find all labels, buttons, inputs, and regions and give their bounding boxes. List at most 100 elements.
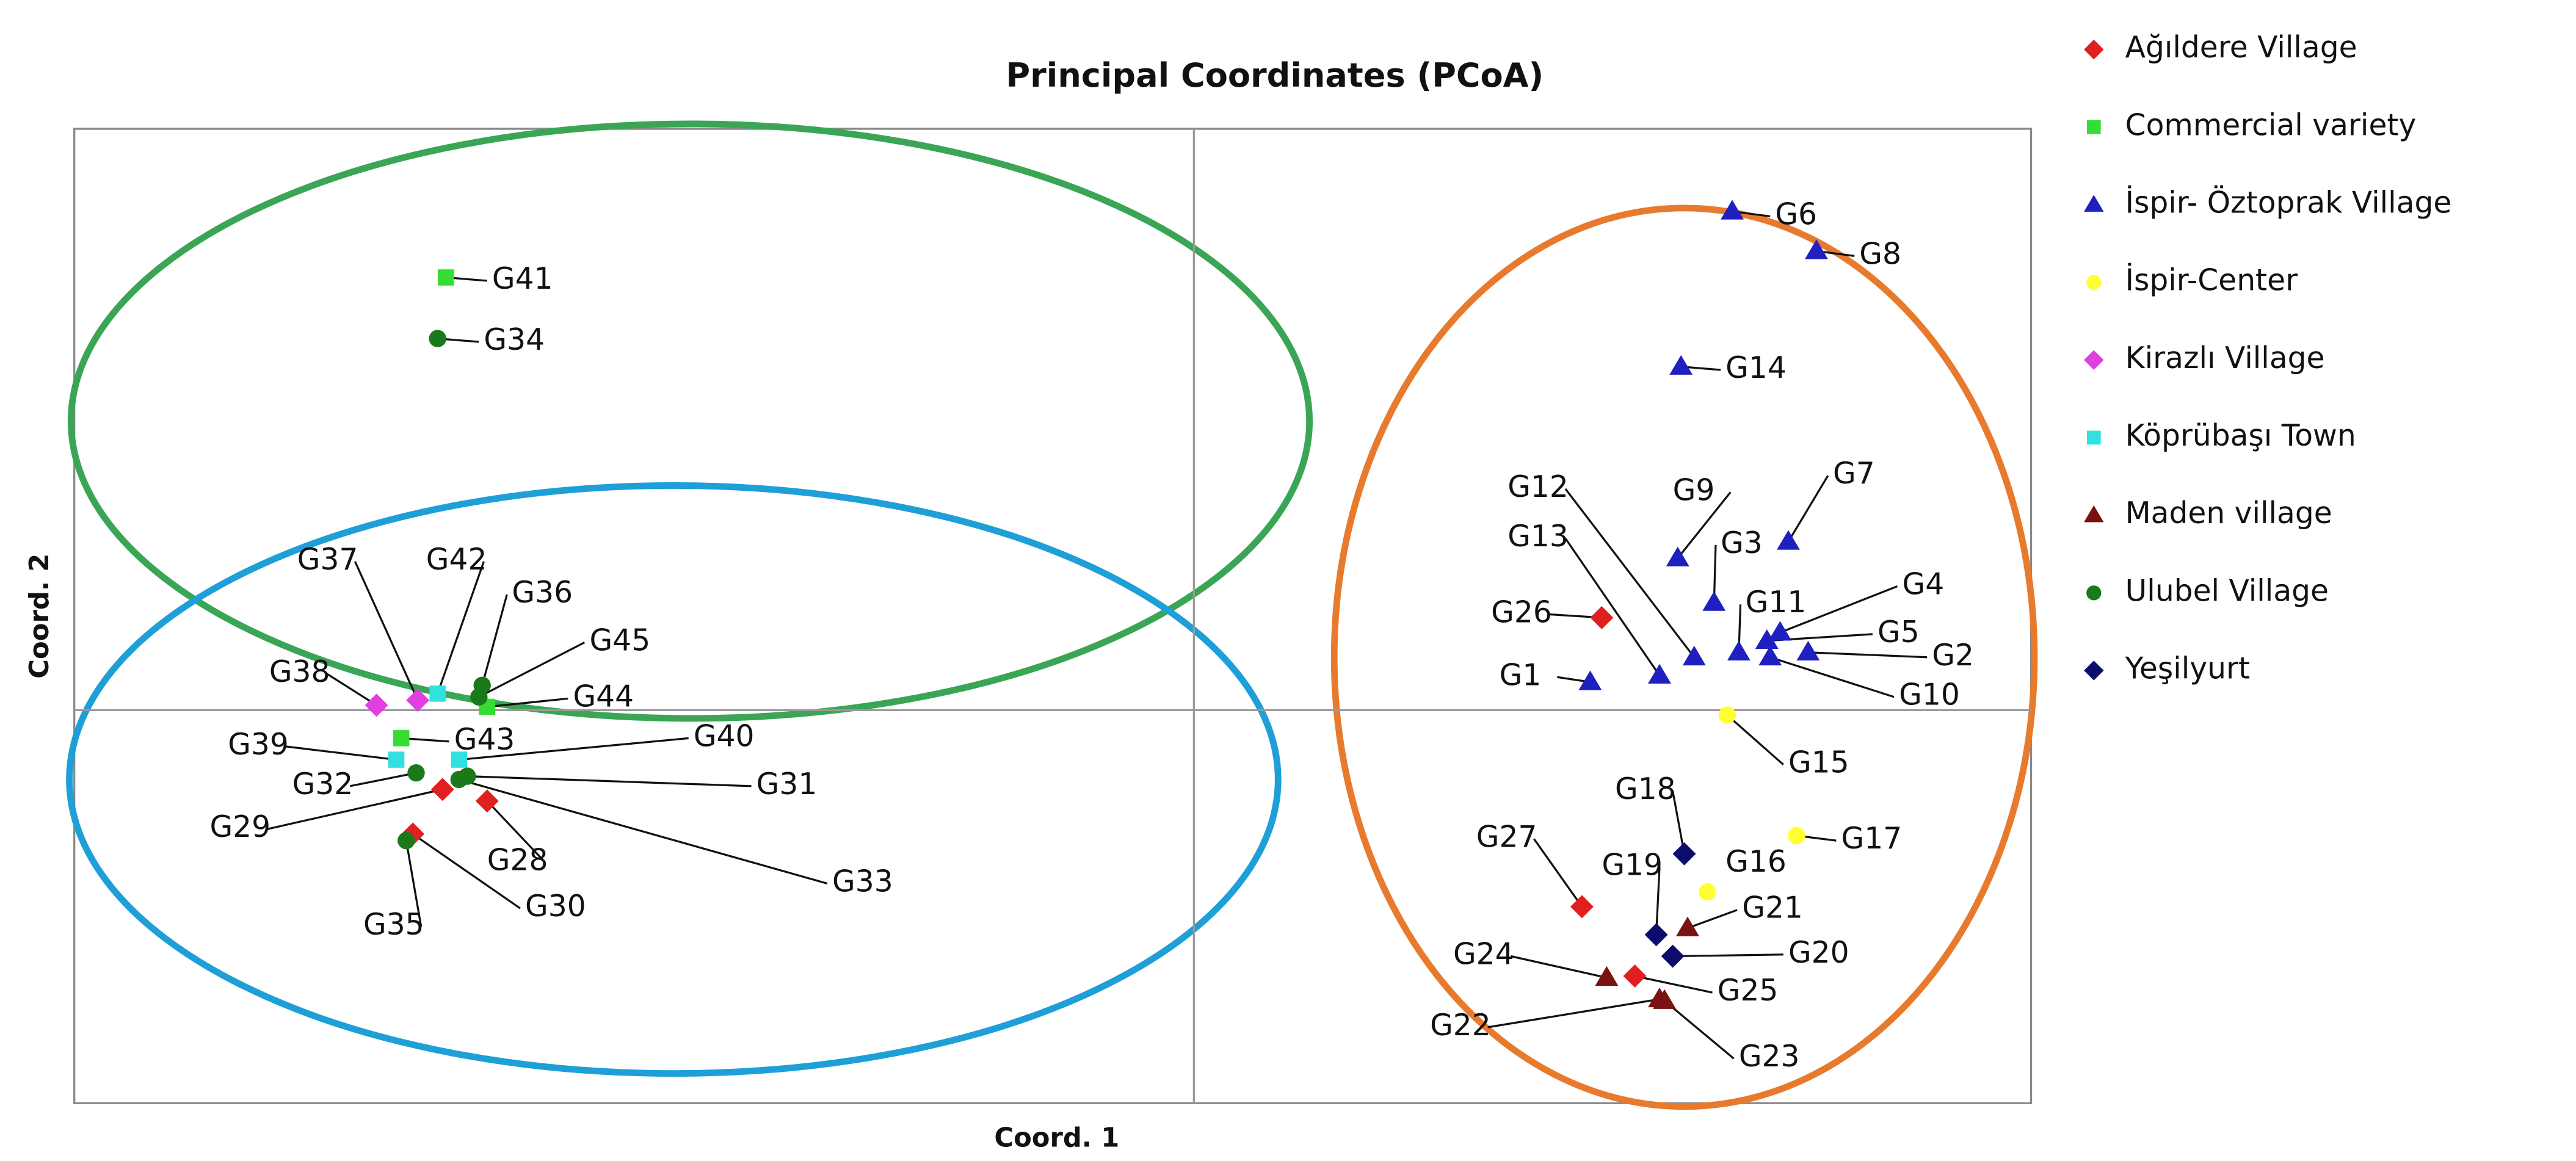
- legend-marker: [2084, 660, 2104, 681]
- point: [1595, 966, 1619, 986]
- point: [1796, 640, 1820, 660]
- point-label: G21: [1742, 891, 1803, 925]
- point: [1768, 621, 1792, 641]
- point: [429, 330, 446, 347]
- chart-title: Principal Coordinates (PCoA): [1006, 56, 1544, 95]
- point-label: G5: [1878, 615, 1920, 649]
- point-label: G45: [590, 623, 651, 657]
- point: [1718, 706, 1736, 724]
- point: [1666, 546, 1689, 566]
- legend-label: Yeşilyurt: [2125, 651, 2250, 685]
- leader-line: [1808, 651, 1928, 659]
- point-label: G6: [1775, 197, 1817, 231]
- leader-line: [326, 673, 377, 706]
- point: [1672, 842, 1696, 866]
- leader-line: [1564, 488, 1696, 658]
- point-label: G18: [1615, 772, 1676, 806]
- leader-line: [437, 561, 485, 694]
- leader-line: [1787, 475, 1829, 543]
- point-label: G9: [1673, 473, 1715, 507]
- legend-label: Köprübaşı Town: [2125, 419, 2356, 453]
- leader-line: [459, 737, 689, 761]
- point-label: G19: [1602, 848, 1663, 882]
- legend-marker: [2086, 275, 2102, 290]
- leader-line: [1677, 491, 1732, 559]
- point-label: G43: [454, 723, 515, 757]
- point: [1676, 916, 1699, 936]
- point: [407, 764, 425, 782]
- leader-line: [1672, 790, 1686, 855]
- legend-label: Ağıldere Village: [2125, 31, 2357, 65]
- leader-line: [1664, 1000, 1735, 1060]
- leader-line: [481, 594, 508, 686]
- legend-label: İspir-Center: [2125, 264, 2298, 298]
- point: [1699, 883, 1716, 901]
- point: [1661, 944, 1685, 968]
- point: [430, 778, 454, 801]
- point-label: G25: [1718, 974, 1779, 1008]
- x-axis-label: Coord. 1: [994, 1123, 1119, 1153]
- point: [451, 751, 468, 768]
- legend-marker: [2084, 39, 2104, 60]
- point-label: G31: [756, 767, 818, 801]
- legend-marker: [2084, 505, 2104, 523]
- legend-label: Commercial variety: [2125, 108, 2417, 142]
- point: [406, 689, 430, 712]
- point-label: G3: [1721, 526, 1763, 560]
- point-label: G37: [297, 543, 358, 577]
- point-label: G39: [228, 728, 289, 762]
- point-label: G15: [1788, 746, 1849, 780]
- leader-line: [1487, 998, 1660, 1029]
- point-label: G16: [1725, 845, 1787, 879]
- legend-label: İspir- Öztoprak Village: [2125, 186, 2452, 220]
- leader-line: [285, 745, 397, 761]
- leader-line: [1634, 975, 1713, 994]
- point-label: G17: [1841, 822, 1903, 856]
- leader-line: [1511, 955, 1607, 979]
- point-label: G42: [426, 543, 487, 577]
- point-label: G44: [573, 679, 634, 714]
- point-label: G14: [1725, 351, 1787, 385]
- point-label: G8: [1859, 237, 1901, 271]
- leader-line: [1655, 867, 1661, 935]
- legend-label: Maden village: [2125, 496, 2332, 530]
- point-label: G38: [269, 655, 330, 689]
- point-label: G29: [209, 810, 270, 844]
- cluster-ellipse: [66, 482, 1282, 1077]
- point: [1702, 591, 1726, 611]
- point: [475, 789, 499, 813]
- point-label: G35: [363, 908, 424, 942]
- legend-marker: [2086, 430, 2101, 445]
- point-label: G28: [487, 843, 548, 877]
- legend-label: Kirazlı Village: [2125, 341, 2325, 375]
- point-label: G34: [484, 323, 545, 357]
- legend-marker: [2084, 195, 2104, 212]
- legend-label: Ulubel Village: [2125, 574, 2329, 608]
- point-label: G30: [525, 889, 586, 924]
- leader-line: [486, 800, 546, 863]
- legend-marker: [2086, 120, 2101, 134]
- point: [1788, 826, 1805, 845]
- point: [1669, 355, 1693, 375]
- leader-line: [267, 788, 443, 830]
- point-label: G26: [1491, 595, 1552, 629]
- point-label: G41: [492, 262, 553, 296]
- leader-line: [1769, 656, 1895, 698]
- leader-line: [1726, 714, 1784, 765]
- point: [1805, 239, 1828, 259]
- leader-line: [1672, 953, 1783, 958]
- point: [1570, 895, 1594, 919]
- point-label: G11: [1746, 585, 1807, 620]
- point-label: G40: [694, 719, 755, 753]
- leader-line: [467, 775, 752, 787]
- point-label: G7: [1833, 457, 1875, 491]
- point-label: G13: [1508, 519, 1569, 554]
- point: [1682, 645, 1706, 666]
- point: [1653, 989, 1677, 1009]
- point: [365, 693, 388, 717]
- leader-line: [459, 778, 828, 885]
- leader-line: [478, 642, 586, 698]
- leader-line: [1533, 838, 1583, 908]
